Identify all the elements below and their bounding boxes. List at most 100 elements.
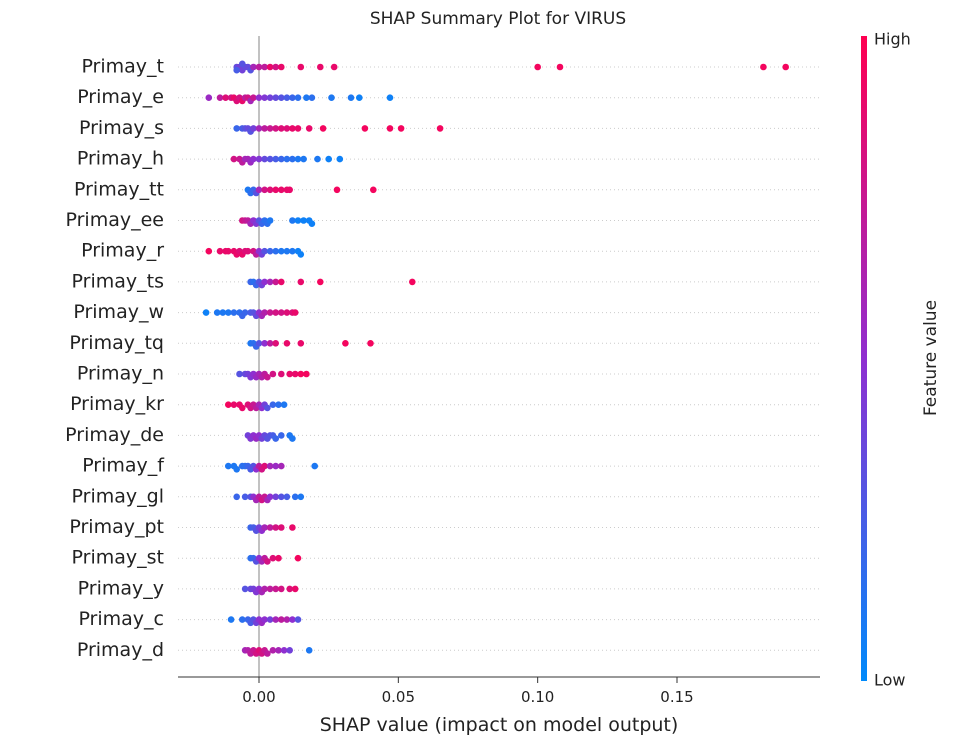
shap-point [233, 466, 240, 473]
shap-point [227, 616, 235, 623]
shap-point [255, 125, 263, 132]
shap-point [272, 524, 280, 531]
feature-label: Primay_d [77, 639, 164, 661]
shap-point [314, 155, 321, 163]
shap-point [233, 66, 240, 74]
shap-point [250, 125, 257, 132]
shap-point [556, 63, 564, 71]
feature-label: Primay_e [77, 86, 164, 108]
shap-point [289, 616, 296, 623]
colorbar-high-label: High [874, 30, 911, 49]
shap-point [205, 247, 213, 255]
shap-point [283, 616, 291, 623]
shap-point [291, 493, 299, 501]
shap-point [266, 186, 274, 194]
shap-point [289, 247, 296, 255]
shap-point [300, 155, 307, 163]
shap-point [280, 401, 288, 409]
shap-point [213, 309, 221, 316]
x-tick-label: 0.15 [660, 688, 693, 706]
shap-point [275, 554, 282, 562]
feature-label: Primay_ts [72, 270, 164, 292]
shap-point [202, 309, 210, 316]
shap-point [291, 370, 299, 378]
feature-label: Primay_de [65, 424, 164, 446]
shap-point [241, 585, 249, 593]
shap-point [269, 401, 277, 409]
shap-point [289, 435, 296, 442]
x-tick-label: 0.05 [382, 688, 415, 706]
shap-point [782, 63, 789, 71]
shap-point [278, 63, 285, 71]
shap-point [272, 616, 280, 623]
shap-point [266, 278, 274, 286]
shap-point [261, 94, 268, 101]
shap-point [386, 94, 394, 101]
shap-point [409, 278, 416, 286]
shap-point [266, 125, 274, 132]
shap-point [225, 309, 232, 316]
shap-point [230, 309, 238, 316]
shap-point [283, 94, 291, 101]
shap-point [278, 94, 285, 101]
shap-point [278, 524, 285, 531]
shap-point [241, 493, 249, 501]
shap-point [266, 94, 274, 101]
shap-point [261, 186, 268, 194]
shap-point [225, 462, 232, 470]
shap-point [294, 155, 302, 163]
feature-label: Primay_kr [70, 393, 164, 415]
shap-point [347, 94, 355, 101]
shap-point [294, 217, 302, 224]
shap-point [272, 585, 280, 593]
shap-point [278, 186, 285, 194]
shap-point [236, 370, 243, 378]
shap-point [278, 616, 285, 623]
shap-point [278, 155, 285, 163]
shap-point [297, 251, 305, 258]
x-axis-label: SHAP value (impact on model output) [320, 714, 679, 736]
shap-point [283, 309, 291, 316]
shap-point [286, 370, 294, 378]
shap-point [308, 220, 316, 227]
shap-point [255, 186, 263, 194]
feature-label: Primay_ee [66, 209, 165, 231]
shap-point [261, 155, 268, 163]
shap-point [261, 340, 268, 347]
shap-point [233, 493, 240, 501]
feature-label: Primay_t [81, 56, 164, 78]
shap-point [294, 125, 302, 132]
shap-point [255, 155, 263, 163]
shap-point [261, 63, 268, 71]
shap-point [325, 155, 333, 163]
shap-point [280, 647, 288, 654]
shap-point [266, 247, 274, 255]
shap-point [333, 186, 341, 194]
shap-point [261, 278, 268, 286]
shap-point [275, 647, 282, 654]
feature-label: Primay_c [78, 608, 164, 630]
shap-point [239, 616, 246, 623]
shap-point [250, 94, 257, 101]
shap-point [272, 278, 280, 286]
shap-point [436, 125, 444, 132]
shap-point [266, 217, 274, 224]
shap-point [286, 647, 294, 654]
feature-label: Primay_s [79, 117, 164, 139]
shap-point [278, 432, 285, 439]
shap-point [534, 63, 541, 71]
shap-point [317, 278, 324, 286]
shap-point [328, 94, 335, 101]
shap-point [286, 585, 294, 593]
shap-point [222, 94, 229, 101]
chart-title: SHAP Summary Plot for VIRUS [370, 9, 626, 29]
shap-point [289, 155, 296, 163]
shap-point [297, 493, 305, 501]
shap-point [230, 155, 238, 163]
shap-point [278, 585, 285, 593]
shap-point [278, 247, 285, 255]
shap-point [278, 278, 285, 286]
shap-point [225, 247, 232, 255]
shap-point [272, 186, 280, 194]
